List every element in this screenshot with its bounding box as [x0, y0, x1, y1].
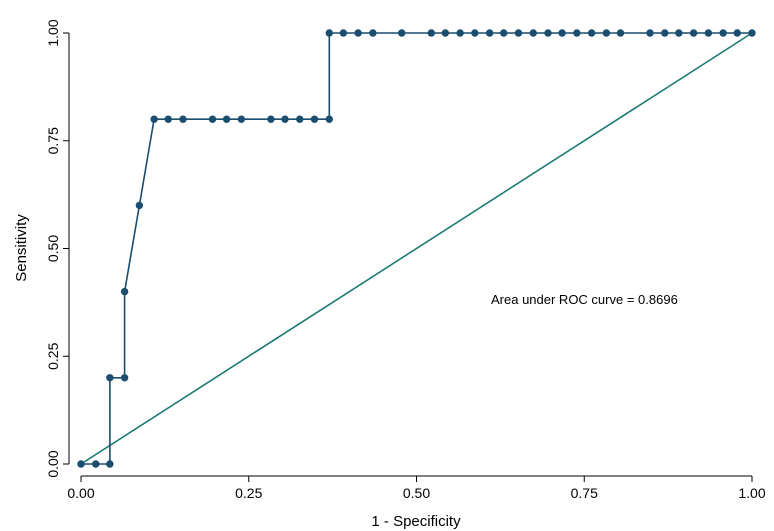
roc-point	[689, 29, 698, 37]
axes: 0.00 0.25 0.50 0.75 1.00 0.00 0.25 0.50 0.75 1.00	[45, 19, 766, 501]
y-axis-title: Sensitivity	[13, 214, 30, 282]
roc-point	[616, 29, 625, 37]
roc-point	[106, 460, 114, 468]
roc-point	[208, 115, 217, 123]
roc-point	[354, 29, 362, 37]
y-tick-label: 0.75	[45, 127, 61, 154]
roc-point	[77, 460, 85, 468]
roc-point	[296, 115, 304, 123]
roc-point	[281, 115, 289, 123]
roc-point	[514, 29, 523, 37]
roc-point	[441, 29, 450, 37]
roc-point	[719, 29, 727, 37]
x-tick-label: 0.75	[571, 485, 598, 501]
roc-point	[267, 115, 275, 123]
roc-point	[529, 29, 537, 37]
roc-point	[369, 29, 377, 37]
roc-point	[587, 29, 596, 37]
roc-point	[92, 460, 100, 468]
roc-point	[120, 374, 129, 382]
roc-point	[150, 115, 158, 123]
roc-point	[237, 115, 246, 123]
roc-point	[222, 115, 231, 123]
y-tick-label: 0.25	[45, 342, 61, 369]
roc-point	[310, 115, 319, 123]
roc-point	[471, 29, 479, 37]
y-tick-label: 1.00	[45, 19, 61, 46]
roc-point	[748, 29, 756, 37]
roc-point	[675, 29, 683, 37]
y-tick-label: 0.00	[45, 450, 61, 477]
x-tick-label: 0.00	[67, 485, 94, 501]
roc-point	[602, 29, 611, 37]
x-tick-label: 0.50	[403, 485, 430, 501]
roc-point	[106, 374, 114, 382]
roc-point	[573, 29, 581, 37]
roc-point	[558, 29, 566, 37]
roc-point	[733, 29, 741, 37]
x-tick-label: 1.00	[738, 485, 765, 501]
roc-point	[135, 201, 144, 210]
roc-point	[704, 29, 713, 37]
roc-point	[339, 29, 348, 37]
roc-point	[325, 29, 333, 37]
roc-point	[456, 29, 464, 37]
reference-line	[80, 32, 753, 465]
roc-point	[398, 29, 406, 37]
roc-point	[179, 115, 187, 123]
roc-point	[485, 29, 494, 37]
roc-point	[325, 115, 333, 123]
roc-point	[544, 29, 552, 37]
x-tick-label: 0.25	[235, 485, 262, 501]
y-tick-label: 0.50	[45, 235, 61, 262]
roc-point	[120, 287, 129, 296]
roc-point	[164, 115, 172, 123]
roc-point	[427, 29, 435, 37]
roc-point	[646, 29, 654, 37]
plot-area	[77, 29, 756, 468]
auc-annotation: Area under ROC curve = 0.8696	[491, 292, 678, 307]
x-axis-title: 1 - Specificity	[371, 513, 461, 530]
roc-point	[500, 29, 508, 37]
roc-point	[661, 29, 669, 37]
